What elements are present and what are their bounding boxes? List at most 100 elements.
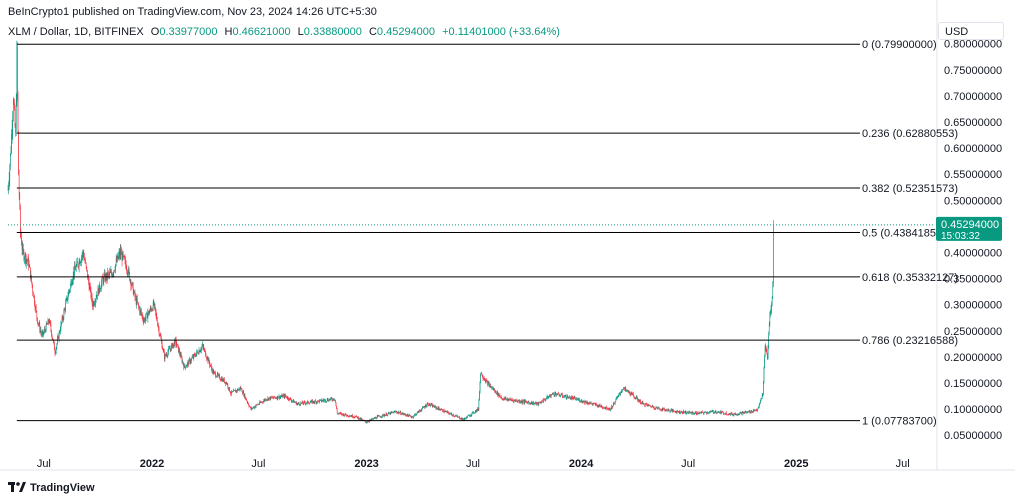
candle-body (721, 411, 723, 413)
candle-body (385, 413, 387, 415)
candle-body (315, 401, 317, 403)
candle-body (227, 383, 229, 388)
candle-body (243, 391, 245, 396)
y-tick-label: 0.20000000 (944, 352, 1002, 364)
candle-body (82, 251, 84, 253)
candle-body (507, 398, 508, 401)
candle-body (522, 401, 524, 403)
candle-body (474, 412, 476, 414)
candle-body (663, 408, 664, 409)
candle-body (443, 409, 444, 412)
candle-body (686, 413, 687, 414)
candle-body (57, 335, 59, 339)
candle-body (293, 401, 295, 403)
currency-selector[interactable]: USD (938, 22, 1004, 40)
candle-body (587, 403, 589, 405)
candle-body (185, 366, 187, 368)
candle-body (24, 258, 25, 260)
candle-body (542, 400, 543, 403)
candle-body (97, 295, 98, 297)
candle-body (404, 413, 406, 415)
candle-body (467, 415, 469, 417)
candle-body (353, 416, 354, 418)
candle-body (70, 281, 72, 285)
candle-body (582, 401, 583, 403)
candle-body (494, 389, 496, 392)
candle-body (680, 412, 681, 414)
candle-body (674, 411, 675, 412)
candle-body (701, 411, 703, 413)
candle-body (750, 412, 751, 414)
candle-body (454, 416, 456, 417)
candle-body (678, 410, 680, 413)
candle-body (753, 410, 754, 412)
candle-body (14, 103, 15, 109)
candle-body (34, 304, 36, 309)
candle-body (633, 394, 634, 396)
candle-body (41, 332, 42, 335)
candle-body (39, 323, 41, 331)
candle-body (309, 402, 311, 404)
candle-body (453, 414, 454, 417)
candle-body (599, 404, 600, 407)
candle-body (94, 302, 96, 304)
candle-body (484, 379, 486, 381)
candle-body (235, 390, 236, 392)
candle-body (64, 309, 65, 311)
candle-body (290, 398, 292, 401)
candle-body (618, 393, 620, 396)
candle-body (27, 257, 29, 262)
candle-body (570, 398, 571, 400)
symbol-legend[interactable]: XLM / Dollar, 1D, BITFINEX O0.33977000 H… (8, 26, 560, 38)
candle-body (504, 397, 506, 400)
candle-body (756, 409, 757, 411)
candle-body (471, 413, 473, 416)
candle-body (55, 351, 56, 354)
candle-body (480, 372, 482, 374)
candle-body (96, 295, 98, 299)
candle-body (581, 399, 583, 402)
candle-body (324, 399, 326, 401)
candle-body (254, 406, 256, 408)
candle-body (21, 244, 23, 250)
candle-body (584, 400, 585, 404)
candle-body (222, 378, 223, 382)
tradingview-footer[interactable]: TradingView (8, 481, 95, 495)
candle-body (175, 338, 177, 345)
candle-body (509, 399, 510, 401)
candle-body (660, 409, 661, 411)
candle-body (326, 401, 327, 402)
candle-body (359, 417, 361, 420)
candle-body (764, 346, 766, 358)
candle-body (172, 343, 173, 348)
candle-body (202, 344, 203, 347)
candle-body (469, 415, 470, 417)
candle-body (338, 413, 340, 415)
candle-body (509, 398, 511, 400)
candle-body (235, 390, 237, 392)
candle-body (380, 416, 381, 418)
candle-body (660, 410, 662, 411)
candle-body (749, 411, 751, 413)
candle-body (747, 411, 748, 413)
candle-body (572, 397, 574, 400)
candle-body (68, 290, 70, 292)
candle-body (352, 417, 354, 418)
low-label: L (297, 26, 304, 38)
candle-body (575, 399, 577, 400)
candle-body (365, 420, 366, 422)
candle-body (403, 413, 405, 415)
fib-level-label: 0.382 (0.52351573) (862, 183, 958, 195)
candle-body (142, 318, 144, 322)
candle-body (145, 317, 146, 321)
candle-body (761, 395, 763, 399)
close-value: 0.45294000 (376, 26, 436, 38)
candle-body (175, 338, 176, 340)
candle-body (407, 414, 409, 416)
candle-body (771, 297, 773, 304)
candle-body (610, 408, 611, 411)
candle-body (28, 257, 29, 267)
candle-body (629, 391, 631, 395)
candle-body (223, 379, 225, 382)
